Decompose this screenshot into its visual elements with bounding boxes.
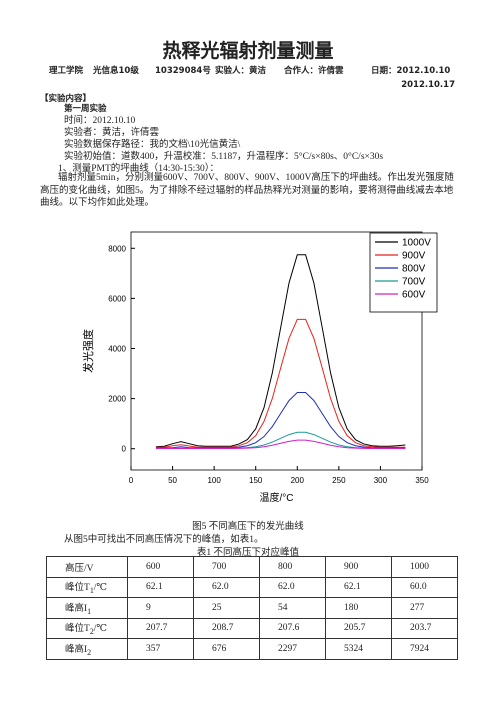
legend-label: 1000V <box>402 238 431 249</box>
table-cell: 357 <box>127 638 194 660</box>
table-row: 峰位T2/℃ 207.7 208.7 207.6 205.7 203.7 <box>46 617 458 639</box>
intro: 从图5中可找出不同高压情况下的峰值，如表1。 <box>64 535 264 545</box>
paragraph: 辐射剂量5min，分别测量600V、700V、800V、900V、1000V高压… <box>40 173 454 208</box>
info-item: 日期：2012.10.10 <box>371 66 451 76</box>
caption: 图5 不同高压下的发光曲线 <box>192 522 304 532</box>
line: 实验者：黄洁，许倩雲 <box>64 128 160 138</box>
series-line <box>155 439 406 449</box>
y-axis-label: 发光强度 <box>81 329 95 373</box>
title: 热释光辐射剂量测量 <box>162 40 334 62</box>
line: 时间：2012.10.10 <box>64 116 136 126</box>
table-cell: 900 <box>325 556 392 578</box>
chart: 0 50 100 150 200 250 300 350 0 2000 4000 6000 8000 温度… <box>81 231 438 504</box>
cell-unit: /℃ <box>93 583 108 594</box>
table-cell: 1000 <box>391 556 458 578</box>
y-tick-label: 0 <box>122 445 127 454</box>
table-cell: 800 <box>259 556 326 578</box>
section: 【实验内容】 <box>40 94 92 104</box>
legend-label: 700V <box>402 277 426 288</box>
legend-label: 900V <box>402 251 426 262</box>
table-row: 峰高I1 9 25 54 180 277 <box>46 597 458 619</box>
cell-text: 峰高I <box>65 644 88 655</box>
info-item: 10329084号 <box>155 66 211 76</box>
x-tick-label: 50 <box>168 476 177 485</box>
cell-sub: 1 <box>87 606 92 616</box>
week: 第一周实验 <box>64 104 107 114</box>
table-cell: 600 <box>127 556 194 578</box>
table-cell: 180 <box>325 597 392 619</box>
cell-sub: 1 <box>89 586 94 596</box>
table-cell: 60.0 <box>391 576 458 598</box>
y-tick-label: 8000 <box>108 244 126 253</box>
table-cell: 峰高I1 <box>46 597 128 619</box>
table-cell: 5324 <box>325 638 392 660</box>
table-row: 高压/V 600 700 800 900 1000 <box>46 556 458 578</box>
info-item: 合作人：许倩雲 <box>284 66 344 76</box>
legend-label: 600V <box>402 290 426 301</box>
x-tick-label: 350 <box>415 476 429 485</box>
y-tick-label: 6000 <box>108 294 126 303</box>
line: 实验数据保存路径：我的文档\10光信黄洁\ <box>64 140 241 150</box>
info-item: 光信息10级 <box>93 66 139 76</box>
cell-sub: 2 <box>87 647 92 657</box>
table-cell: 高压/V <box>46 556 128 578</box>
table-cell: 203.7 <box>391 617 458 639</box>
series-line <box>155 318 406 448</box>
table-title: 表1 不同高压下对应峰值 <box>196 548 300 558</box>
table-cell: 峰位T2/℃ <box>46 617 128 639</box>
table-row: 峰高I2 357 676 2297 5324 7924 <box>46 638 458 660</box>
table-cell: 54 <box>259 597 326 619</box>
table-cell: 7924 <box>391 638 458 660</box>
table-cell: 205.7 <box>325 617 392 639</box>
series-line <box>155 254 406 448</box>
line: 实验初始值：道数400，升温校准：5.1187，升温程序：5°C/s×80s、0… <box>64 152 384 162</box>
table-cell: 62.0 <box>193 576 260 598</box>
cell-text: 高压/V <box>65 563 94 574</box>
date: 2012.10.17 <box>401 80 455 90</box>
info-item: 实验人：黄洁 <box>215 66 267 76</box>
x-tick-label: 250 <box>332 476 346 485</box>
table-cell: 9 <box>127 597 194 619</box>
table-cell: 峰高I2 <box>46 638 128 660</box>
info-item: 理工学院 <box>49 66 84 76</box>
table-cell: 208.7 <box>193 617 260 639</box>
table-cell: 207.6 <box>259 617 326 639</box>
table-cell: 2297 <box>259 638 326 660</box>
y-tick-label: 4000 <box>108 344 126 353</box>
table-cell: 207.7 <box>127 617 194 639</box>
table-cell: 277 <box>391 597 458 619</box>
legend-box <box>369 232 438 313</box>
x-tick-label: 100 <box>207 476 221 485</box>
table-cell: 62.0 <box>259 576 326 598</box>
y-tick-label: 2000 <box>108 395 126 404</box>
cell-text: 峰位T <box>65 583 90 594</box>
plot-frame <box>130 231 423 471</box>
x-tick-label: 300 <box>374 476 388 485</box>
cell-unit: /℃ <box>93 624 108 635</box>
table-cell: 700 <box>193 556 260 578</box>
table: 高压/V 600 700 800 900 1000 峰位T1/℃ 62.1 62.0 62.0 62… <box>46 556 458 660</box>
x-tick-label: 150 <box>249 476 263 485</box>
table-cell: 峰位T1/℃ <box>46 576 128 598</box>
table-cell: 25 <box>193 597 260 619</box>
table-row: 峰位T1/℃ 62.1 62.0 62.0 62.1 60.0 <box>46 576 458 598</box>
series-line <box>155 391 406 449</box>
x-axis-label: 温度/°C <box>260 491 294 504</box>
table-cell: 62.1 <box>325 576 392 598</box>
x-tick-label: 0 <box>129 476 134 485</box>
table-cell: 62.1 <box>127 576 194 598</box>
cell-text: 峰高I <box>65 603 88 614</box>
cell-sub: 2 <box>89 627 94 637</box>
line: 1、测量PMT的坪曲线（14:30-15:30）： <box>58 164 219 174</box>
cell-text: 峰位T <box>65 624 90 635</box>
x-tick-label: 200 <box>291 476 305 485</box>
table-cell: 676 <box>193 638 260 660</box>
legend-label: 800V <box>402 264 426 275</box>
